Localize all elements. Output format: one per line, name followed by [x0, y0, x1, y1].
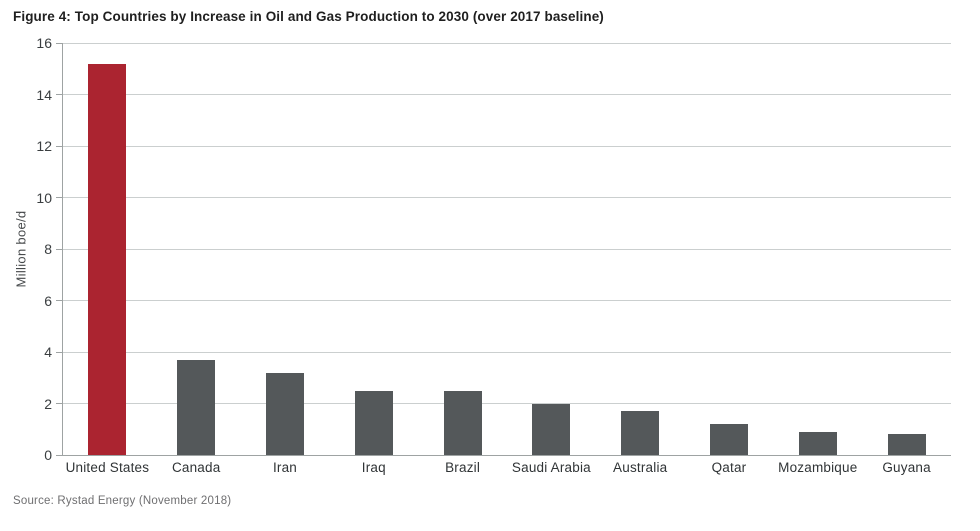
x-axis-label: Saudi Arabia: [511, 460, 591, 475]
x-axis-label: United States: [65, 460, 150, 475]
y-tick-mark: [56, 248, 63, 250]
chart-title: Figure 4: Top Countries by Increase in O…: [13, 9, 604, 24]
gridline: [63, 351, 951, 353]
gridline: [63, 42, 951, 44]
y-tick-mark: [56, 42, 63, 44]
x-axis-label: Iran: [272, 460, 298, 475]
y-axis-title: Million boe/d: [13, 210, 29, 288]
x-axis-label: Iraq: [361, 460, 386, 475]
y-tick-label: 14: [36, 86, 52, 103]
x-axis-label: Brazil: [445, 460, 481, 475]
x-axis-line: [63, 455, 951, 456]
bar-saudi-arabia: [532, 403, 571, 455]
y-tick-label: 6: [44, 292, 52, 309]
y-tick-mark: [56, 300, 63, 301]
bar-brazil: [443, 390, 482, 455]
gridline: [63, 94, 951, 95]
bar-qatar: [710, 424, 748, 455]
bar-iran: [266, 372, 304, 455]
bar-canada: [177, 359, 216, 455]
bar-mozambique: [798, 431, 837, 455]
y-tick-mark: [56, 454, 63, 456]
y-tick-label: 8: [44, 241, 52, 257]
gridline: [63, 145, 951, 147]
source-caption: Source: Rystad Energy (November 2018): [13, 495, 232, 507]
y-tick-label: 16: [36, 35, 52, 51]
gridline: [63, 197, 951, 198]
gridline: [63, 300, 951, 301]
y-tick-label: 2: [44, 395, 52, 412]
y-tick-label: 10: [36, 189, 52, 206]
x-axis-label: Canada: [171, 460, 221, 475]
x-axis-label: Guyana: [882, 460, 931, 475]
bar-iraq: [354, 390, 393, 455]
gridline: [63, 403, 951, 404]
y-tick-label: 4: [44, 344, 52, 360]
x-axis-label: Australia: [613, 460, 668, 475]
y-tick-mark: [56, 197, 63, 198]
bar-guyana: [887, 434, 926, 455]
y-tick-label: 0: [44, 447, 52, 463]
y-tick-mark: [56, 403, 63, 404]
y-axis-line: [62, 43, 63, 456]
y-tick-mark: [56, 94, 63, 95]
x-axis-label: Mozambique: [778, 460, 858, 475]
bar-united-states: [88, 63, 127, 455]
x-axis-label: Qatar: [711, 460, 747, 475]
y-tick-mark: [56, 145, 63, 147]
y-tick-label: 12: [36, 138, 52, 154]
y-tick-mark: [56, 351, 63, 353]
bar-australia: [621, 411, 660, 455]
gridline: [63, 248, 951, 250]
